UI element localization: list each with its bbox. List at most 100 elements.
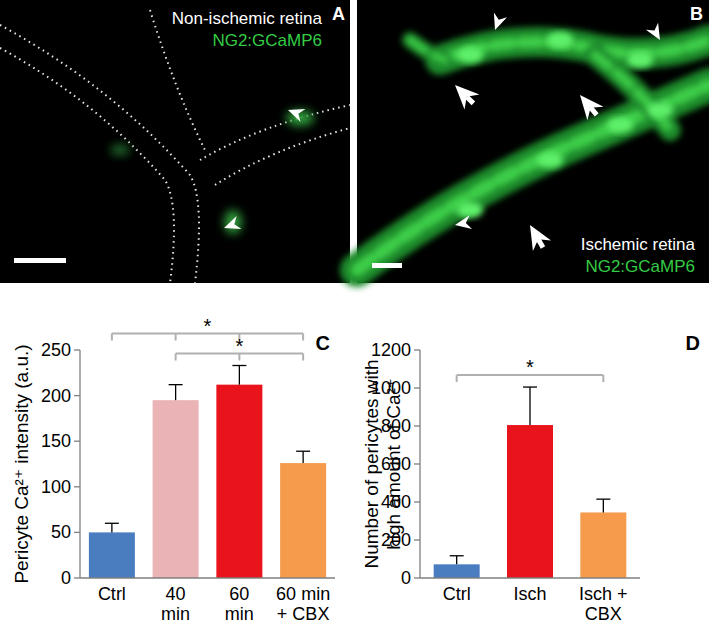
bar	[153, 400, 199, 578]
error-line	[175, 385, 176, 401]
x-tick-label: 60 min+ CBX	[276, 584, 330, 624]
error-line	[529, 387, 530, 425]
significance-bracket: *	[457, 356, 604, 382]
micrograph	[0, 0, 350, 283]
bar	[580, 512, 626, 578]
bar-chart: 050100150200250Ctrl40min60min60 min+ CBX…	[11, 315, 335, 624]
vessels	[357, 40, 709, 270]
pericyte	[457, 202, 483, 218]
arrowhead	[286, 103, 306, 122]
panel-label: B	[690, 4, 703, 24]
y-tick	[414, 425, 420, 426]
x-axis	[420, 577, 640, 578]
bar	[216, 385, 262, 578]
significance-star: *	[526, 356, 534, 378]
image-subtitle: NG2:GCaMP6	[585, 257, 695, 276]
pericyte	[647, 102, 673, 118]
error-bar	[232, 366, 246, 385]
y-tick	[74, 349, 80, 350]
text-line: 60 min	[276, 584, 330, 604]
micrograph	[357, 0, 709, 283]
vessel	[357, 85, 709, 270]
bracket-tick	[175, 354, 177, 361]
x-tick-label: Ctrl	[443, 584, 471, 604]
image-subtitle: NG2:GCaMP6	[212, 31, 322, 50]
pericyte-chain	[357, 85, 709, 270]
y-tick	[74, 577, 80, 578]
y-tick	[414, 577, 420, 578]
image-title: Ischemic retina	[581, 235, 696, 254]
arrowhead	[521, 220, 551, 251]
significance-bracket: *	[112, 315, 303, 341]
y-tick	[74, 441, 80, 442]
pericyte	[537, 152, 563, 168]
panel-label: D	[686, 332, 700, 354]
text-line: 60	[229, 584, 249, 604]
y-tick	[414, 349, 420, 350]
text-line: Isch	[513, 584, 546, 604]
error-cap	[105, 523, 119, 524]
error-bar	[596, 499, 610, 512]
error-bar	[296, 451, 310, 463]
text-line: min	[161, 604, 190, 624]
text-line: 40	[166, 584, 186, 604]
text-line: Ctrl	[98, 584, 126, 604]
vessel-outline	[0, 48, 174, 283]
y-tick	[414, 539, 420, 540]
bar-chart: 020040060080010001200CtrlIschIsch +CBXNu…	[361, 332, 700, 624]
y-tick	[414, 387, 420, 388]
marks	[434, 387, 627, 578]
vessel-outline	[0, 25, 199, 283]
x-tick-label: 60min	[225, 584, 254, 624]
error-cap	[169, 384, 183, 385]
error-cap	[296, 451, 310, 452]
y-tick-label: 200	[41, 386, 71, 406]
panel-a: Non-ischemic retinaNG2:GCaMP6A	[0, 0, 350, 283]
y-tick	[74, 395, 80, 396]
panel-b: Ischemic retina NG2:GCaMP6 B	[357, 0, 709, 283]
pericyte-chain	[410, 40, 445, 60]
image-title: Non-ischemic retina	[172, 9, 323, 28]
text-line: + CBX	[277, 604, 330, 624]
vessel	[410, 40, 445, 60]
vessel-outline	[150, 10, 205, 150]
y-axis-label: Number of pericytes withhigh amount of C…	[361, 359, 404, 568]
text-line: high amount of Ca²⁺	[383, 378, 404, 550]
significance-star: *	[204, 315, 212, 337]
y-tick-label: 100	[41, 477, 71, 497]
bar	[280, 463, 326, 578]
scale-bar	[372, 263, 402, 268]
y-tick	[74, 486, 80, 487]
significance-star: *	[235, 335, 243, 357]
arrowhead	[488, 13, 507, 33]
bracket-tick	[175, 334, 177, 341]
error-bar	[169, 385, 183, 401]
x-tick-label: Isch	[513, 584, 546, 604]
pericyte	[457, 47, 483, 63]
bracket-tick	[111, 334, 113, 341]
text-line: Pericyte Ca²⁺ intensity (a.u.)	[11, 344, 32, 583]
y-tick	[414, 463, 420, 464]
y-tick-label: 0	[401, 568, 411, 588]
pericyte	[627, 52, 653, 68]
arrowhead	[454, 215, 472, 232]
text-line: min	[225, 604, 254, 624]
text-line: Isch +	[579, 584, 628, 604]
vessel-outline	[215, 128, 350, 185]
error-bar	[523, 387, 537, 425]
arrow-shaft	[467, 97, 474, 104]
error-line	[239, 366, 240, 385]
figure: Non-ischemic retinaNG2:GCaMP6AIschemic r…	[0, 0, 709, 630]
bar	[507, 425, 553, 578]
x-tick-label: Ctrl	[98, 584, 126, 604]
y-tick-label: 250	[41, 340, 71, 360]
x-tick-label: 40min	[161, 584, 190, 624]
bracket-tick	[302, 354, 304, 361]
bar	[434, 564, 480, 578]
bar	[89, 532, 135, 578]
y-tick-label: 1200	[371, 340, 411, 360]
error-cap	[450, 555, 464, 556]
x-axis	[80, 577, 335, 578]
significance-bracket: *	[176, 335, 304, 361]
panel-label: C	[316, 332, 330, 354]
